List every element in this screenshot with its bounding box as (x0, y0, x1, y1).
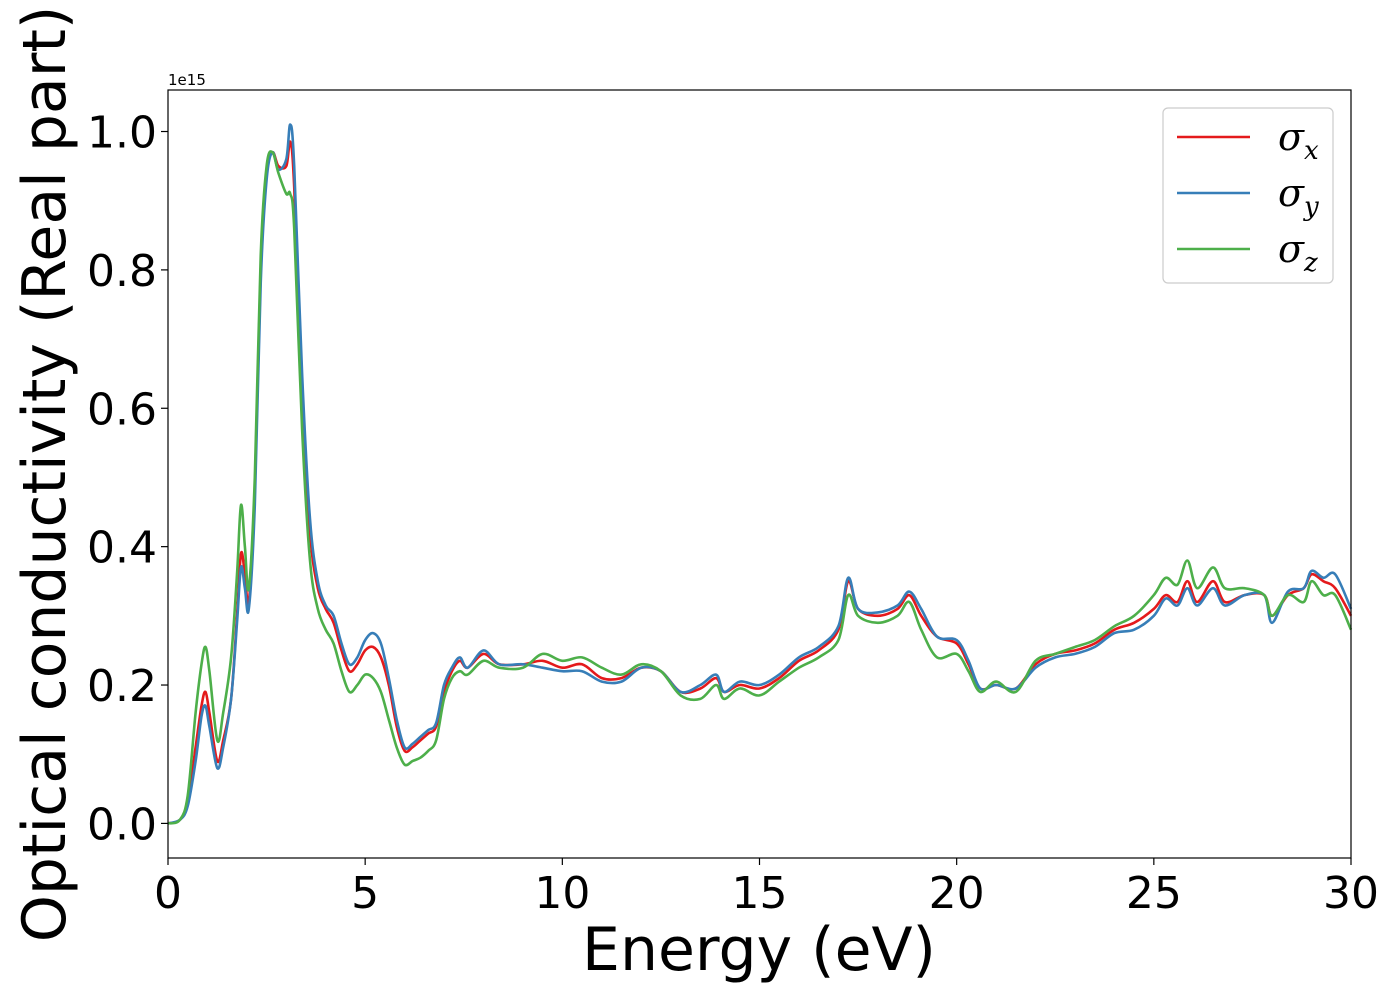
x-tick-label: 30 (1323, 868, 1379, 919)
y-tick-label: 1.0 (87, 108, 157, 159)
y-tick-label: 0.4 (87, 523, 157, 574)
y-offset-label: 1e15 (168, 71, 206, 89)
x-tick-label: 25 (1126, 868, 1182, 919)
y-axis-label: Optical conductivity (Real part) (10, 6, 80, 943)
x-axis-label: Energy (eV) (582, 915, 936, 985)
y-tick-label: 0.2 (87, 661, 157, 712)
y-tick-label: 0.6 (87, 384, 157, 435)
x-tick-label: 0 (154, 868, 182, 919)
series-layer (167, 123, 1353, 825)
series-line-z (167, 150, 1353, 825)
x-tick-label: 5 (351, 868, 379, 919)
y-tick-label: 0.8 (87, 246, 157, 297)
x-tick-label: 20 (929, 868, 985, 919)
legend-box (1162, 107, 1334, 284)
x-tick-label: 10 (534, 868, 590, 919)
ticks-layer: 0 5 10 15 20 25 30 0.0 0.2 0.4 0.6 0.8 1.0 (87, 108, 1379, 919)
x-tick-label: 15 (732, 868, 788, 919)
y-tick-label: 0.0 (87, 799, 157, 850)
